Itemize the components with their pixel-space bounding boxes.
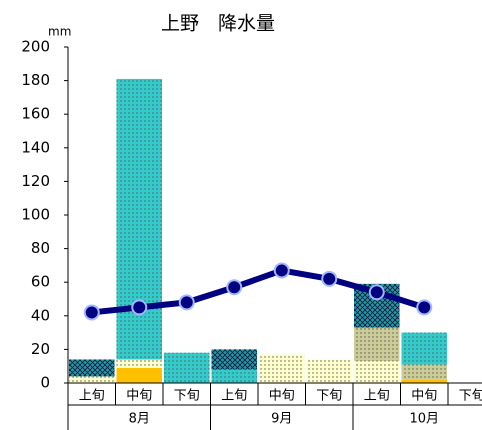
bar-pattern <box>354 327 400 362</box>
x-tick-label: 中旬 <box>269 389 295 404</box>
x-tick-label: 下旬 <box>459 389 482 404</box>
y-tick-label: 160 <box>21 105 50 123</box>
y-tick-label: 200 <box>21 38 50 56</box>
x-tick-label: 上旬 <box>79 389 105 404</box>
y-tick-label: 180 <box>21 71 50 89</box>
line-marker <box>416 299 433 316</box>
group-label: 9月 <box>271 412 292 427</box>
bar-pattern <box>354 361 400 383</box>
bar-pattern <box>306 359 352 383</box>
line-marker <box>368 284 385 301</box>
bar-pattern <box>211 349 257 370</box>
bar-pattern <box>164 352 210 383</box>
y-tick-label: 140 <box>21 138 50 156</box>
y-unit: mm <box>48 25 71 39</box>
bar-pattern <box>211 369 257 383</box>
chart-title: 上野 降水量 <box>161 13 275 35</box>
y-tick-label: 100 <box>21 206 50 224</box>
group-label: 10月 <box>409 412 439 427</box>
x-tick-label: 上旬 <box>364 389 390 404</box>
line-marker <box>178 294 195 311</box>
y-tick-label: 120 <box>21 172 50 190</box>
y-tick-label: 20 <box>31 340 50 358</box>
x-tick-label: 下旬 <box>174 389 200 404</box>
bar-segment <box>116 367 162 383</box>
line-marker <box>83 304 100 321</box>
x-tick-label: 下旬 <box>316 389 342 404</box>
bar-pattern <box>401 364 447 380</box>
x-tick-label: 中旬 <box>411 389 437 404</box>
y-tick-label: 40 <box>31 306 50 324</box>
bar-pattern <box>116 78 162 360</box>
line-marker <box>273 262 290 279</box>
bar-pattern <box>69 376 115 383</box>
bar-pattern <box>259 354 305 383</box>
group-label: 8月 <box>129 412 150 427</box>
bar-pattern <box>401 332 447 365</box>
bar-pattern <box>69 359 115 377</box>
bar-pattern <box>116 359 162 368</box>
line-marker <box>131 299 148 316</box>
y-tick-label: 60 <box>31 273 50 291</box>
y-tick-label: 80 <box>31 239 50 257</box>
x-tick-label: 中旬 <box>126 389 152 404</box>
x-tick-label: 上旬 <box>221 389 247 404</box>
bar-segment <box>401 379 447 383</box>
line-marker <box>226 279 243 296</box>
line-marker <box>321 270 338 287</box>
y-tick-label: 0 <box>40 374 50 392</box>
